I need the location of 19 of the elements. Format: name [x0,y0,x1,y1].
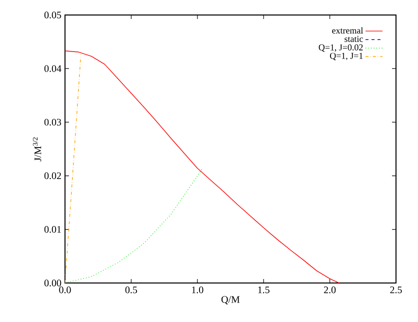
x-tick-label: 0.0 [59,286,71,294]
y-tick-label: 0.01 [44,226,61,233]
legend-label: extremal [332,27,364,34]
x-axis-title: Q/M [221,296,240,304]
y-tick-label: 0.03 [44,118,62,126]
legend-label: Q=1, J=1 [330,52,363,60]
x-tick-label: 1.5 [258,286,270,294]
x-tick-label: 2.5 [390,286,402,294]
legend-label: static [344,36,363,42]
y-axis-title: J/M$^{3/2}$ [32,137,42,162]
y-tick-label: 0.04 [44,65,62,72]
y-tick-label: 0.00 [44,280,62,286]
y-tick-label: 0.05 [44,12,62,18]
x-tick-label: 1.0 [192,286,204,294]
line-series [65,168,204,283]
y-tick-label: 0.02 [44,172,61,180]
legend-label: Q=1, J=0.02 [318,44,363,52]
x-tick-label: 0.5 [125,286,138,294]
x-tick-label: 2.0 [324,286,336,294]
